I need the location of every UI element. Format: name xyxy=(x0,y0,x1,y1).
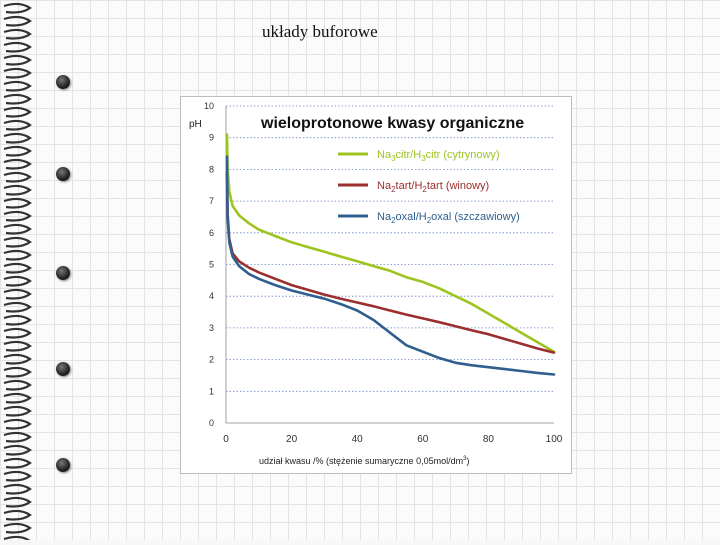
y-tick-label: 5 xyxy=(209,260,214,270)
x-axis-title-text: udział kwasu /% (stężenie sumaryczne 0,0… xyxy=(259,456,463,466)
legend-label-tartrate: Na2tart/H2tart (winowy) xyxy=(377,180,489,194)
series-layer xyxy=(225,133,556,376)
y-tick-label: 3 xyxy=(209,323,214,333)
bullet-point-icon xyxy=(56,167,70,181)
y-tick-label: 9 xyxy=(209,133,214,143)
legend-label-oxalate: Na2oxal/H2oxal (szczawiowy) xyxy=(377,211,520,225)
x-axis-title-superscript: 3 xyxy=(463,456,467,462)
x-tick-label: 100 xyxy=(546,434,563,445)
slide-title: układy buforowe xyxy=(262,22,378,41)
y-tick-label: 0 xyxy=(209,418,214,428)
bullet-point-icon xyxy=(56,362,70,376)
y-tick-label: 8 xyxy=(209,164,214,174)
bullet-point-icon xyxy=(56,458,70,472)
x-tick-label: 0 xyxy=(223,434,229,445)
bullet-point-icon xyxy=(56,75,70,89)
y-tick-label: 6 xyxy=(209,228,214,238)
bullet-point-icon xyxy=(56,266,70,280)
y-tick-label: 10 xyxy=(204,101,214,111)
series-line-oxalate xyxy=(225,155,556,376)
series-line-citrate xyxy=(225,133,556,353)
chart-frame: wieloprotonowe kwasy organiczne pH udzia… xyxy=(180,96,572,474)
y-tick-label: 2 xyxy=(209,355,214,365)
chart-title: wieloprotonowe kwasy organiczne xyxy=(260,115,524,132)
spiral-wire xyxy=(3,2,32,545)
spiral-binding-icon xyxy=(0,0,40,545)
x-tick-label: 80 xyxy=(483,434,495,445)
x-tick-label: 60 xyxy=(417,434,429,445)
y-tick-label: 4 xyxy=(209,291,214,301)
x-axis-title: udział kwasu /% (stężenie sumaryczne 0,0… xyxy=(259,456,469,466)
grid-layer xyxy=(225,105,554,424)
ph-chart: wieloprotonowe kwasy organiczne pH udzia… xyxy=(189,101,563,466)
x-tick-label: 40 xyxy=(352,434,364,445)
y-tick-label: 1 xyxy=(209,386,214,396)
legend: Na3citr/H3citr (cytrynowy) Na2tart/H2tart… xyxy=(338,149,520,225)
y-axis-title: pH xyxy=(189,119,202,130)
legend-label-citrate: Na3citr/H3citr (cytrynowy) xyxy=(377,149,500,163)
series-line-tartrate xyxy=(225,171,556,354)
x-axis-title-close: ) xyxy=(466,456,469,466)
x-tick-label: 20 xyxy=(286,434,298,445)
y-tick-label: 7 xyxy=(209,196,214,206)
